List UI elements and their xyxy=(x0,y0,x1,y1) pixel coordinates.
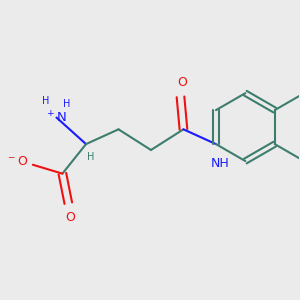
Text: H: H xyxy=(43,96,50,106)
Text: H: H xyxy=(63,99,70,109)
Text: O: O xyxy=(65,211,75,224)
Text: $\mathregular{^-O}$: $\mathregular{^-O}$ xyxy=(6,155,28,168)
Text: O: O xyxy=(177,76,187,89)
Text: NH: NH xyxy=(211,158,230,170)
Text: H: H xyxy=(87,152,94,162)
Text: $\mathregular{^+N}$: $\mathregular{^+N}$ xyxy=(45,110,68,125)
